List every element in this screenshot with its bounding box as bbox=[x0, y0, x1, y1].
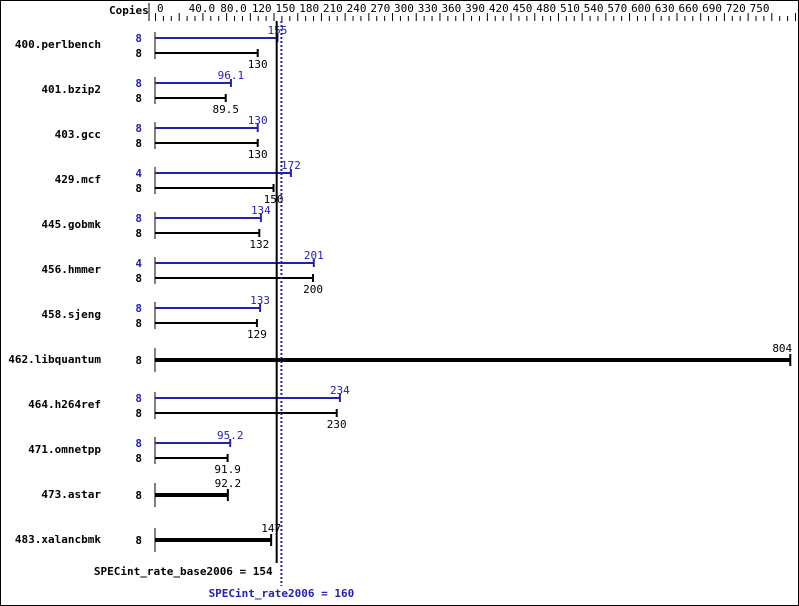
benchmark-label: 458.sjeng bbox=[41, 308, 101, 321]
base-copies: 8 bbox=[135, 452, 142, 465]
base-value-label: 147 bbox=[261, 522, 281, 535]
base-copies: 8 bbox=[135, 227, 142, 240]
benchmark-label: 429.mcf bbox=[55, 173, 101, 186]
base-copies: 8 bbox=[135, 317, 142, 330]
peak-copies: 4 bbox=[135, 167, 142, 180]
base-value-label: 804 bbox=[772, 342, 792, 355]
benchmark-label: 473.astar bbox=[41, 488, 101, 501]
base-value-label: 132 bbox=[249, 238, 269, 251]
tick-label: 420 bbox=[489, 2, 509, 15]
base-value-label: 89.5 bbox=[212, 103, 239, 116]
base-copies: 8 bbox=[135, 182, 142, 195]
peak-copies: 8 bbox=[135, 77, 142, 90]
peak-copies: 8 bbox=[135, 392, 142, 405]
tick-label: 480 bbox=[536, 2, 556, 15]
tick-label: 180 bbox=[299, 2, 319, 15]
tick-label: 80.0 bbox=[220, 2, 247, 15]
peak-value-label: 130 bbox=[248, 114, 268, 127]
benchmark-label: 464.h264ref bbox=[28, 398, 101, 411]
base-value-label: 150 bbox=[264, 193, 284, 206]
tick-label: 150 bbox=[276, 2, 296, 15]
tick-label: 330 bbox=[418, 2, 438, 15]
benchmark-label: 483.xalancbmk bbox=[15, 533, 101, 546]
tick-label: 300 bbox=[394, 2, 414, 15]
base-value-label: 130 bbox=[248, 58, 268, 71]
peak-value-label: 201 bbox=[304, 249, 324, 262]
base-value-label: 129 bbox=[247, 328, 267, 341]
tick-label: 720 bbox=[726, 2, 746, 15]
tick-label: 210 bbox=[323, 2, 343, 15]
axis-label: Copies bbox=[109, 4, 149, 17]
base-copies: 8 bbox=[135, 272, 142, 285]
peak-value-label: 234 bbox=[330, 384, 350, 397]
peak-copies: 4 bbox=[135, 257, 142, 270]
peak-summary-label: SPECint_rate2006 = 160 bbox=[209, 587, 355, 600]
base-value-label: 200 bbox=[303, 283, 323, 296]
peak-value-label: 95.2 bbox=[217, 429, 244, 442]
base-summary-label: SPECint_rate_base2006 = 154 bbox=[94, 565, 273, 578]
benchmark-label: 471.omnetpp bbox=[28, 443, 101, 456]
peak-copies: 8 bbox=[135, 302, 142, 315]
base-copies: 8 bbox=[135, 47, 142, 60]
tick-label: 240 bbox=[347, 2, 367, 15]
base-value-label: 230 bbox=[327, 418, 347, 431]
benchmark-label: 456.hmmer bbox=[41, 263, 101, 276]
peak-value-label: 133 bbox=[250, 294, 270, 307]
tick-label: 630 bbox=[655, 2, 675, 15]
benchmark-label: 401.bzip2 bbox=[41, 83, 101, 96]
peak-value-label: 134 bbox=[251, 204, 271, 217]
peak-value-label: 172 bbox=[281, 159, 301, 172]
tick-label: 390 bbox=[465, 2, 485, 15]
tick-label: 270 bbox=[370, 2, 390, 15]
base-copies: 8 bbox=[135, 407, 142, 420]
base-copies: 8 bbox=[135, 137, 142, 150]
base-copies: 8 bbox=[135, 92, 142, 105]
peak-copies: 8 bbox=[135, 437, 142, 450]
base-value-label: 130 bbox=[248, 148, 268, 161]
tick-label: 0 bbox=[157, 2, 164, 15]
base-value-label: 92.2 bbox=[215, 477, 242, 490]
tick-label: 810 bbox=[797, 2, 799, 15]
benchmark-label: 445.gobmk bbox=[41, 218, 101, 231]
peak-value-label: 96.1 bbox=[218, 69, 245, 82]
tick-label: 120 bbox=[252, 2, 272, 15]
tick-label: 570 bbox=[607, 2, 627, 15]
tick-label: 450 bbox=[513, 2, 533, 15]
tick-label: 600 bbox=[631, 2, 651, 15]
peak-copies: 8 bbox=[135, 212, 142, 225]
benchmark-label: 400.perlbench bbox=[15, 38, 101, 51]
benchmark-label: 403.gcc bbox=[55, 128, 101, 141]
base-copies: 8 bbox=[135, 534, 142, 547]
tick-label: 40.0 bbox=[189, 2, 216, 15]
tick-label: 540 bbox=[584, 2, 604, 15]
base-copies: 8 bbox=[135, 354, 142, 367]
tick-label: 750 bbox=[750, 2, 770, 15]
peak-copies: 8 bbox=[135, 122, 142, 135]
base-copies: 8 bbox=[135, 489, 142, 502]
tick-label: 510 bbox=[560, 2, 580, 15]
tick-label: 360 bbox=[441, 2, 461, 15]
peak-copies: 8 bbox=[135, 32, 142, 45]
benchmark-label: 462.libquantum bbox=[8, 353, 101, 366]
tick-label: 660 bbox=[678, 2, 698, 15]
tick-label: 690 bbox=[702, 2, 722, 15]
base-value-label: 91.9 bbox=[214, 463, 241, 476]
